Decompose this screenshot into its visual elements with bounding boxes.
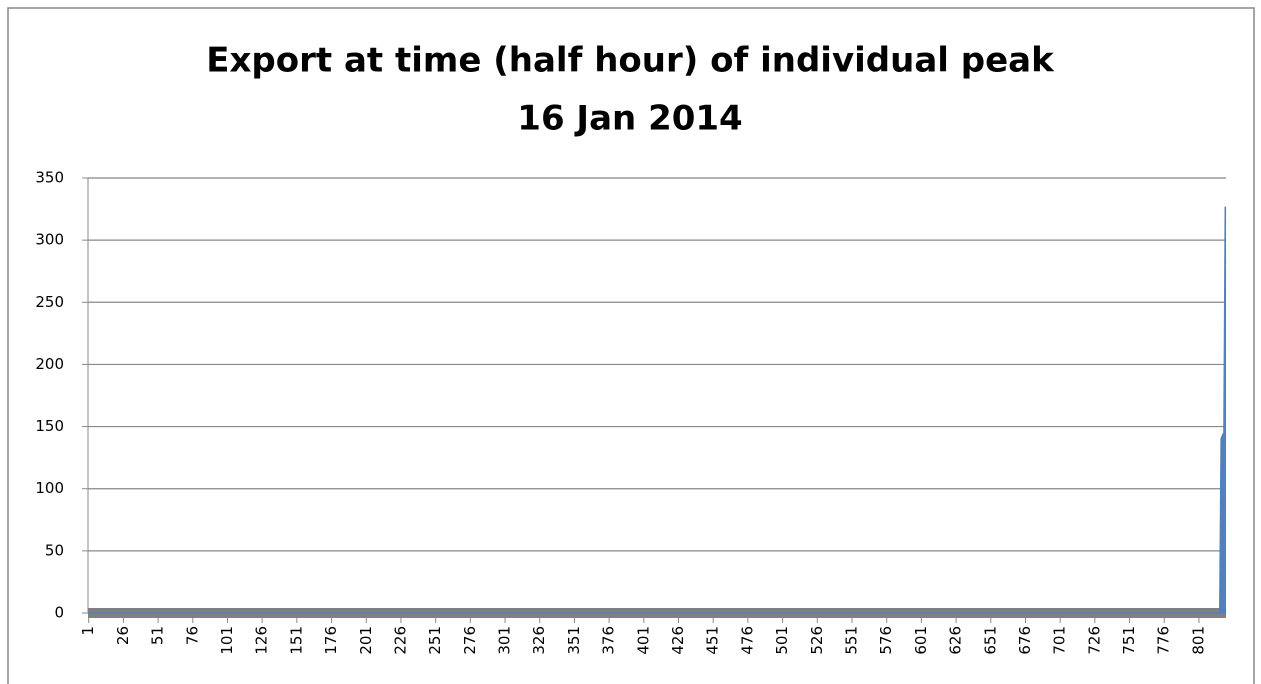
x-tick-label: 301 [496,626,514,655]
x-tick-label: 351 [565,626,583,655]
x-tick-label: 201 [357,626,375,655]
y-tick-label: 100 [35,479,64,497]
y-tick-label: 0 [54,604,64,622]
y-tick-label: 350 [35,169,64,187]
x-tick-label: 651 [981,626,999,655]
x-tick-label: 801 [1189,626,1207,655]
x-tick-label: 501 [773,626,791,655]
x-tick-label: 1 [79,626,97,636]
x-tick-label: 251 [426,626,444,655]
x-tick-label: 576 [877,626,895,655]
x-tick-label: 426 [669,626,687,655]
y-tick-label: 250 [35,293,64,311]
x-tick-label: 376 [600,626,618,655]
x-tick-label: 176 [322,626,340,655]
x-tick-label: 226 [391,626,409,655]
x-tick-label: 126 [253,626,271,655]
y-tick-label: 150 [35,417,64,435]
x-tick-label: 76 [183,626,201,645]
x-tick-label: 26 [114,626,132,645]
y-tick-label: 50 [45,541,64,559]
x-tick-label: 451 [704,626,722,655]
x-tick-label: 726 [1085,626,1103,655]
x-tick-label: 526 [808,626,826,655]
chart-frame [7,7,1255,684]
x-tick-label: 326 [530,626,548,655]
x-tick-label: 701 [1051,626,1069,655]
x-tick-label: 401 [634,626,652,655]
x-tick-label: 776 [1155,626,1173,655]
x-tick-label: 101 [218,626,236,655]
x-tick-label: 601 [912,626,930,655]
x-tick-label: 676 [1016,626,1034,655]
chart-title: Export at time (half hour) of individual… [206,41,1055,81]
x-tick-label: 751 [1120,626,1138,655]
x-tick-label: 151 [287,626,305,655]
y-tick-label: 300 [35,231,64,249]
x-tick-label: 551 [842,626,860,655]
chart-subtitle: 16 Jan 2014 [517,99,742,139]
y-tick-label: 200 [35,355,64,373]
x-tick-label: 51 [149,626,167,645]
x-tick-label: 626 [947,626,965,655]
x-tick-label: 276 [461,626,479,655]
area [88,206,1227,614]
x-tick-label: 476 [738,626,756,655]
